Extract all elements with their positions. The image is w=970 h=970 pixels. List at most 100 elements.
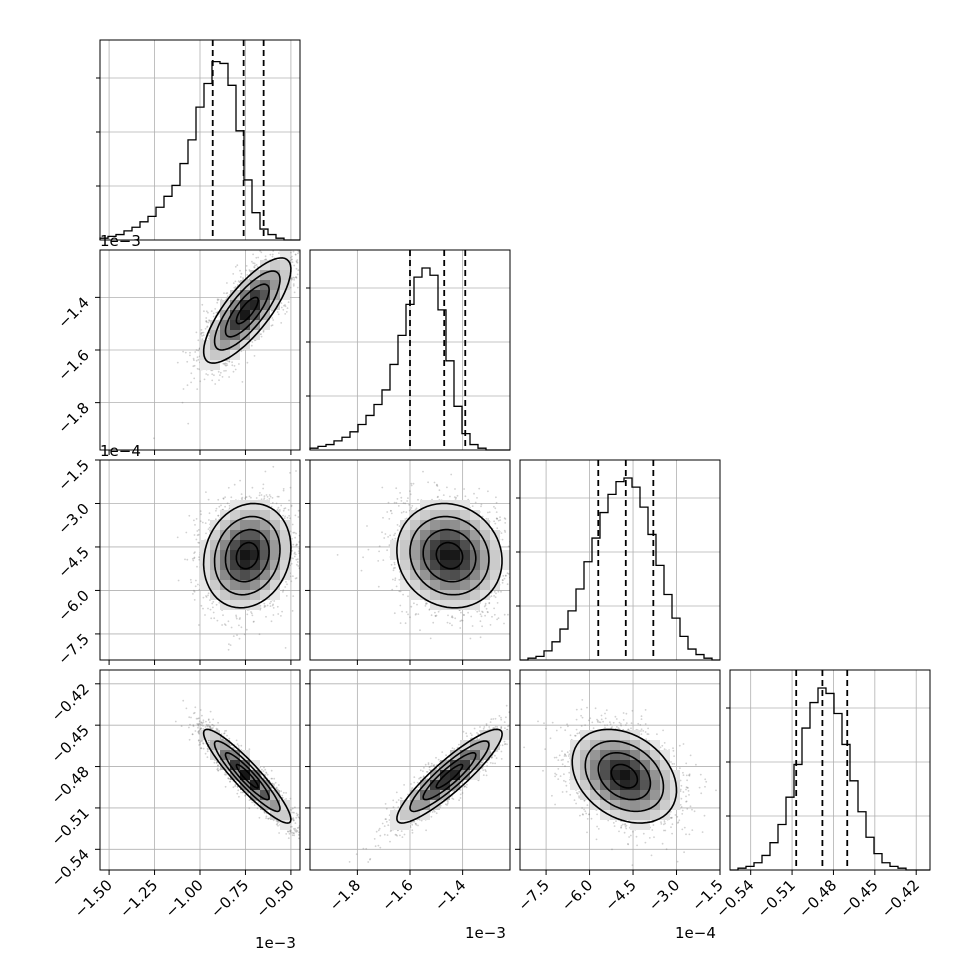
scatter-point [301,566,303,568]
scatter-point [296,286,299,289]
scatter-point [265,494,268,496]
scatter-point [198,558,201,561]
scatter-point [282,488,285,490]
scatter-point [282,514,284,517]
scatter-point [240,272,243,275]
scatter-point [296,563,298,566]
scatter-point [291,537,293,540]
scatter-point [248,495,251,498]
scatter-point [238,618,241,620]
scatter-point [182,388,185,390]
scatter-point [260,494,263,496]
scatter-point [272,250,275,252]
scatter-point [238,281,241,284]
scatter-point [298,250,300,253]
scatter-point [232,635,235,637]
density-cell [200,360,210,370]
scatter-point [242,278,245,281]
scatter-point [270,600,272,603]
scatter-point [282,489,285,492]
scatter-point [193,364,196,367]
scatter-point [216,299,219,302]
scatter-point [240,493,243,495]
scatter-point [251,486,254,489]
scatter-point [271,255,274,258]
scatter-point [288,514,290,517]
contour-line [213,270,281,351]
scatter-point [250,611,252,613]
density-cell [250,320,260,330]
scatter-point [294,253,297,256]
scatter-point [312,228,314,230]
scatter-point [206,326,209,328]
scatter-point [276,605,279,608]
scatter-point [212,312,215,315]
density-cell [260,260,270,270]
scatter-point [197,541,200,544]
scatter-point [187,422,190,425]
scatter-point [207,374,209,376]
scatter-point [263,497,266,500]
scatter-point [272,607,275,609]
scatter-point [271,324,274,326]
scatter-point [264,470,267,473]
scatter-point [245,496,248,498]
scatter-point [248,278,251,281]
scatter-point [292,283,295,285]
scatter-point [217,370,220,373]
scatter-point [213,374,215,377]
scatter-point [199,380,202,383]
scatter-point [201,338,204,341]
scatter-point [184,351,187,354]
scatter-point [295,261,298,263]
scatter-point [291,549,293,552]
density-cell [270,280,280,290]
scatter-point [260,333,262,335]
scatter-point [195,349,198,351]
density-cell [250,300,260,310]
density-cell [220,300,230,310]
scatter-point [253,266,256,269]
scatter-point [223,292,225,294]
scatter-point [253,355,256,357]
scatter-point [272,465,275,468]
scatter-point [205,595,207,597]
scatter-point [220,298,223,301]
scatter-point [189,578,192,581]
scatter-point [304,248,306,250]
density-cell [230,300,240,310]
scatter-point [198,542,201,544]
density-cell [270,270,280,280]
scatter-point [223,362,226,365]
scatter-point [205,596,208,598]
scatter-point [244,496,247,499]
scatter-point [205,310,208,313]
scatter-point [276,311,279,313]
scatter-point [246,278,249,281]
scatter-point [194,585,197,588]
scatter-point [239,269,241,272]
scatter-point [286,307,289,309]
scatter-point [196,367,199,370]
scatter-point [245,269,248,272]
scatter-point [280,322,283,324]
scatter-point [201,335,203,337]
scatter-point [271,502,274,504]
scatter-point [271,604,274,607]
scatter-point [265,258,267,261]
scatter-point [284,647,287,649]
scatter-point [186,360,189,363]
scatter-point [315,248,317,250]
scatter-point [253,262,256,265]
scatter-point [190,381,193,384]
scatter-point [193,519,195,522]
density-cell [220,310,230,320]
scatter-point [295,577,298,579]
scatter-point [227,648,230,651]
scatter-point [191,557,194,560]
scatter-point [219,371,222,374]
scatter-point [282,591,284,593]
scatter-point [303,540,305,542]
scatter-point [190,372,193,375]
scatter-point [291,610,294,612]
